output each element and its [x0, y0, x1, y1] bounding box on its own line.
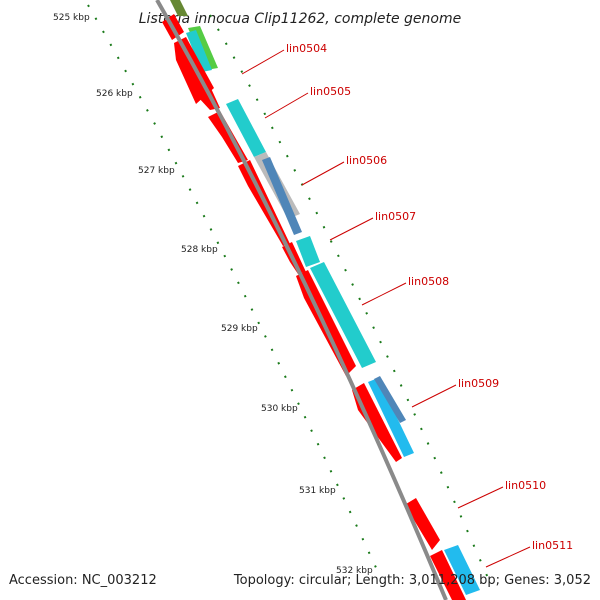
scale-ring [87, 4, 379, 573]
tick-label: 527 kbp [138, 166, 175, 176]
genome-backbone [155, 0, 448, 600]
tick-label: 526 kbp [96, 89, 133, 99]
accession-text: Accession: NC_003212 [9, 573, 157, 588]
tick-label: 532 kbp [336, 566, 373, 576]
cog-segment-cyan [186, 30, 212, 72]
outer-tick-ring [209, 14, 489, 579]
gene-arrow [430, 550, 466, 600]
gene-arrow [352, 383, 402, 462]
gene-leader-line [264, 92, 309, 119]
cog-segment-olive [170, 0, 188, 16]
gene-leader-line [361, 282, 407, 306]
cog-segment-cyan [310, 262, 376, 368]
genome-stats-text: Topology: circular; Length: 3,011,208 bp… [233, 573, 591, 588]
gene-arrow [406, 498, 440, 550]
tick-label: 530 kbp [261, 404, 298, 414]
cog-segment-light-blue [444, 545, 480, 595]
gene-leader-line [411, 384, 457, 408]
gene-label: lin0509 [458, 377, 499, 390]
gene-label: lin0506 [346, 154, 387, 167]
gene-label: lin0507 [375, 210, 416, 223]
tick-label: 528 kbp [181, 245, 218, 255]
cog-segment-blue [262, 157, 302, 235]
cog-segment-light-blue [368, 378, 414, 457]
gene-labels: lin0504 lin0505 lin0506 lin0507 lin0508 … [286, 42, 573, 552]
gene-leader-line [301, 161, 345, 186]
gene-label: lin0510 [505, 479, 546, 492]
gene-label: lin0505 [310, 85, 351, 98]
gene-label: lin0504 [286, 42, 327, 55]
map-title: Listeria innocua Clip11262, complete gen… [139, 11, 461, 27]
cog-segment-blue [374, 376, 406, 423]
scale-labels: 525 kbp 526 kbp 527 kbp 528 kbp 529 kbp … [53, 13, 373, 576]
gene-leader-line [457, 486, 504, 509]
tick-label: 525 kbp [53, 13, 90, 23]
gene-leader-line [329, 217, 374, 241]
tick-label: 531 kbp [299, 486, 336, 496]
gene-leader-line [241, 49, 285, 75]
gene-leaders [241, 49, 531, 568]
gene-leader-line [485, 546, 531, 568]
gene-label: lin0511 [532, 539, 573, 552]
tick-label: 529 kbp [221, 324, 258, 334]
cog-ring [170, 0, 480, 595]
gene-label: lin0508 [408, 275, 449, 288]
cog-segment-cyan [296, 236, 320, 267]
cog-segment-cyan [226, 99, 266, 157]
